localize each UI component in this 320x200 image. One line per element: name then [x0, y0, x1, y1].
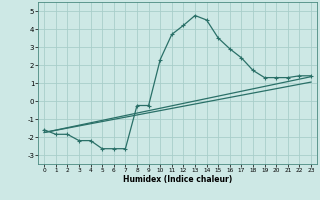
X-axis label: Humidex (Indice chaleur): Humidex (Indice chaleur): [123, 175, 232, 184]
